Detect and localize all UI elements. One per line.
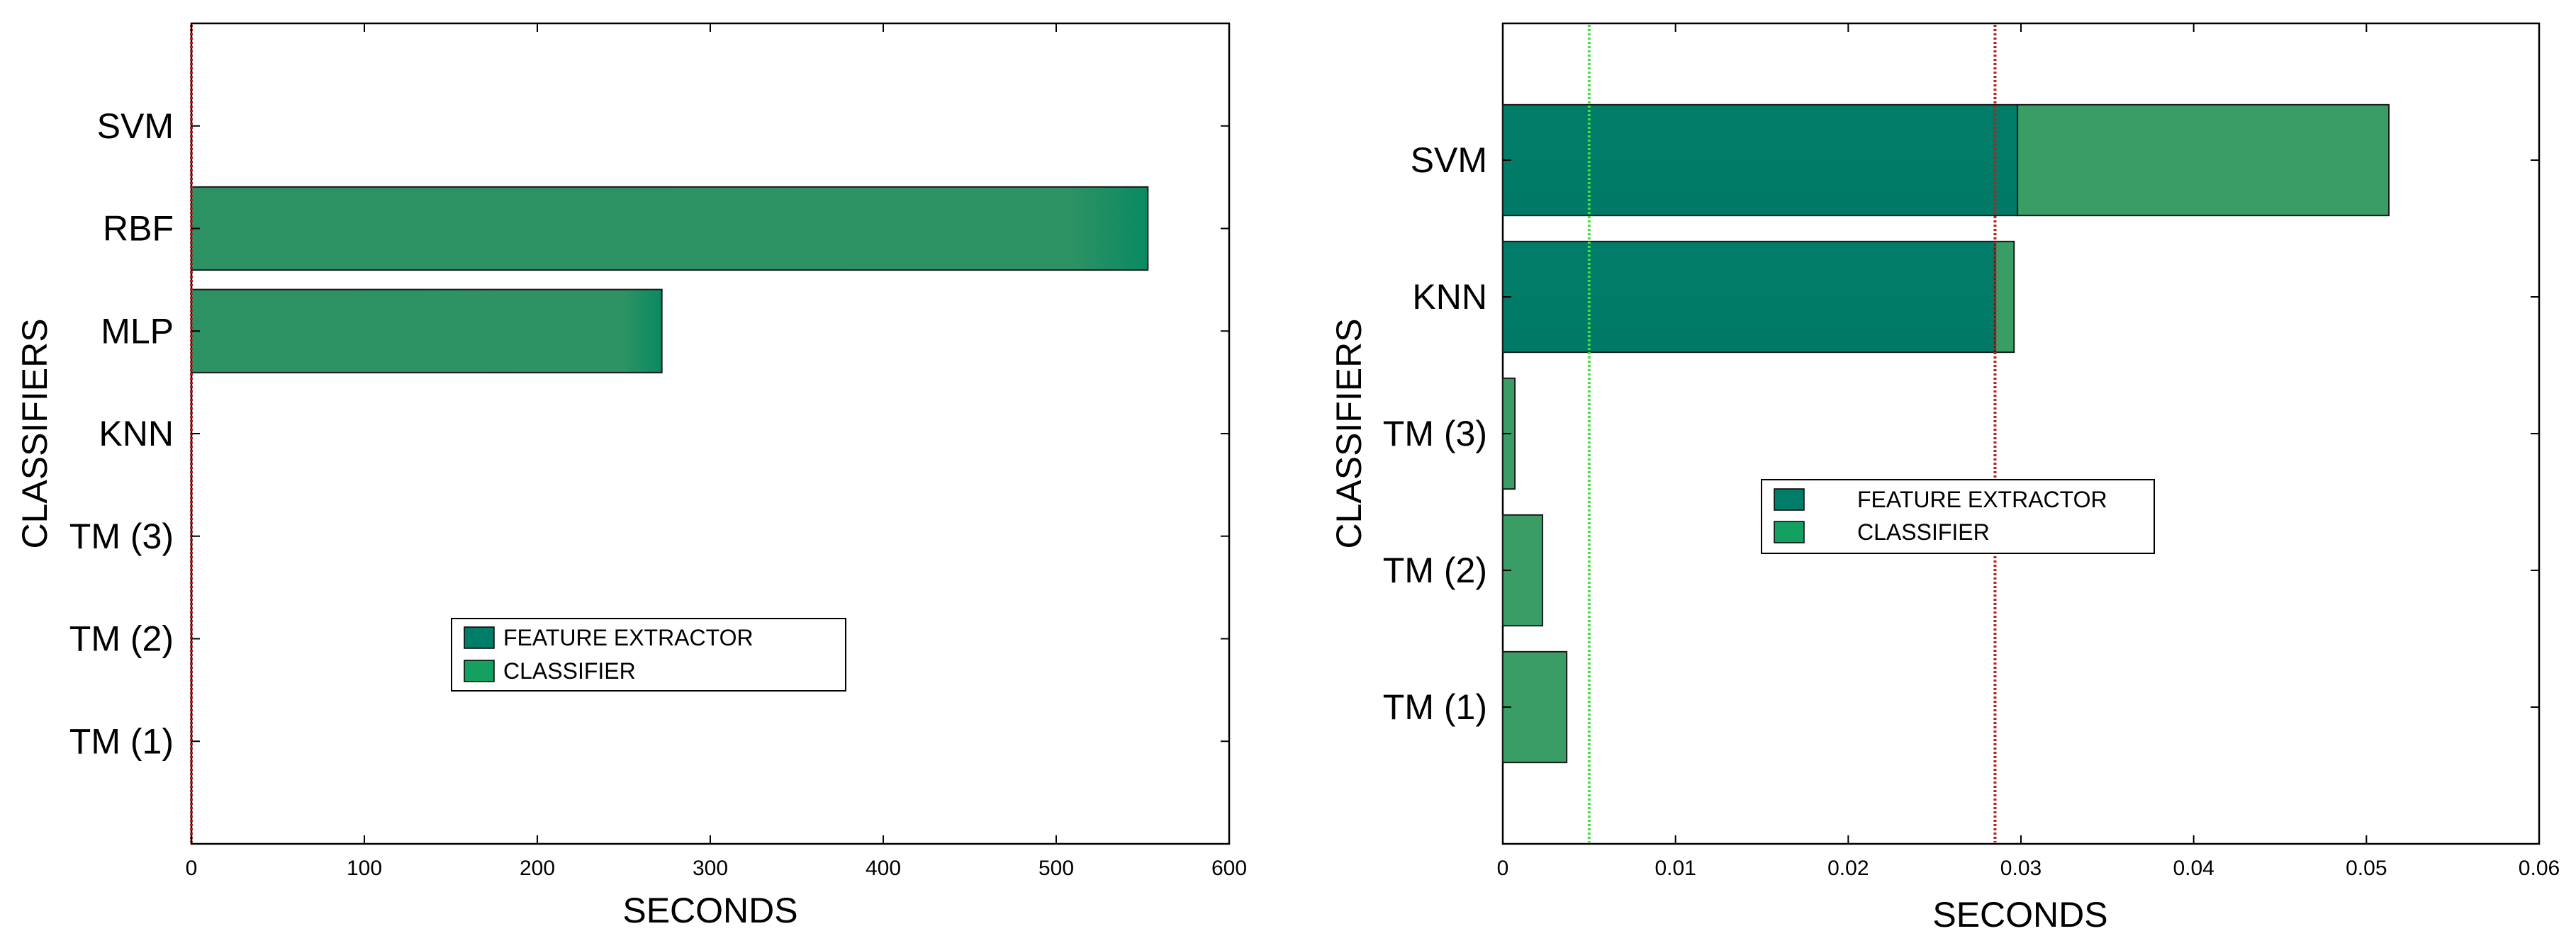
- legend-label-feature-extractor-right: FEATURE EXTRACTOR: [1857, 487, 2107, 512]
- x-tick-label: 100: [347, 857, 382, 880]
- x-tick-marks-left: [191, 23, 1230, 844]
- y-tick-label-rbf: RBF: [103, 209, 174, 249]
- x-tick-labels-right: 0 0.01 0.02 0.03 0.04 0.05 0.06: [1497, 857, 2560, 880]
- y-tick-marks-right: [1503, 159, 2539, 708]
- legend-right: FEATURE EXTRACTOR CLASSIFIER: [1761, 479, 2155, 554]
- x-tick-label: 0: [1497, 857, 1509, 880]
- legend-box-right: [1761, 479, 2155, 554]
- bars-left: [191, 186, 1149, 373]
- x-tick-label: 0.01: [1654, 857, 1696, 880]
- x-tick-label: 200: [520, 857, 555, 880]
- legend-swatch-feature-extractor-left: [464, 626, 495, 649]
- bar-knn-classifier: [1994, 240, 2015, 354]
- x-tick-label: 0: [186, 857, 198, 880]
- legend-swatch-feature-extractor-right: [1774, 488, 1805, 511]
- bar-svm-feature-extractor: [1502, 103, 2019, 217]
- bar-rbf-classifier: [191, 186, 1149, 271]
- x-axis-title-left: SECONDS: [622, 891, 797, 930]
- legend-left: FEATURE EXTRACTOR CLASSIFIER: [451, 618, 846, 692]
- x-tick-label: 400: [866, 857, 901, 880]
- y-tick-label-svm: SVM: [97, 106, 174, 146]
- reference-lines-right: [1587, 25, 1997, 842]
- x-tick-label: 0.05: [2346, 857, 2387, 880]
- y-tick-label-tm-3: TM (3): [1383, 414, 1487, 453]
- x-tick-label: 0.03: [2000, 857, 2042, 880]
- x-tick-label: 0.06: [2519, 857, 2560, 880]
- bar-knn-feature-extractor: [1502, 240, 1996, 354]
- y-tick-labels-left: SVM RBF MLP KNN TM (3) TM (2) TM (1): [69, 106, 174, 762]
- y-tick-labels-right: SVM KNN TM (3) TM (2) TM (1): [1383, 140, 1487, 727]
- legend-label-classifier-left: CLASSIFIER: [503, 658, 636, 684]
- legend-label-feature-extractor-left: FEATURE EXTRACTOR: [503, 625, 754, 650]
- legend-label-classifier-right: CLASSIFIER: [1857, 519, 1990, 545]
- chart-left: SVM RBF MLP KNN TM (3) TM (2) TM (1) 0 100 200 30…: [15, 22, 1247, 930]
- bar-tm-1-classifier: [1502, 650, 1568, 764]
- y-tick-label-tm-1: TM (1): [69, 721, 174, 761]
- bar-svm-classifier: [2017, 103, 2390, 217]
- x-tick-label: 0.02: [1827, 857, 1869, 880]
- x-tick-label: 300: [693, 857, 728, 880]
- x-tick-label: 0.04: [2173, 857, 2214, 880]
- y-tick-label-knn: KNN: [1412, 277, 1487, 317]
- x-tick-marks-right: [1502, 23, 2540, 844]
- y-axis-title-right: CLASSIFIERS: [1329, 318, 1369, 548]
- y-tick-marks-left: [191, 125, 1229, 743]
- legend-box-left: [451, 618, 846, 692]
- y-tick-label-knn: KNN: [99, 414, 174, 453]
- bar-mlp-classifier: [191, 288, 663, 373]
- x-axis-title-right: SECONDS: [1932, 895, 2107, 935]
- y-tick-label-tm-2: TM (2): [1383, 551, 1487, 590]
- y-axis-title-left: CLASSIFIERS: [15, 318, 55, 548]
- y-tick-label-svm: SVM: [1411, 140, 1487, 180]
- legend-swatch-classifier-left: [464, 660, 495, 682]
- y-tick-label-mlp: MLP: [101, 311, 174, 351]
- y-tick-label-tm-1: TM (1): [1383, 687, 1487, 727]
- x-tick-label: 600: [1211, 857, 1247, 880]
- x-tick-labels-left: 0 100 200 300 400 500 600: [186, 857, 1247, 880]
- chart-right: SVM KNN TM (3) TM (2) TM (1) 0 0.01 0.02 0.03 0.…: [1329, 22, 2560, 935]
- legend-swatch-classifier-right: [1774, 521, 1805, 543]
- y-tick-label-tm-2: TM (2): [69, 619, 174, 659]
- y-tick-label-tm-3: TM (3): [69, 517, 174, 556]
- x-tick-label: 500: [1038, 857, 1074, 880]
- plot-area-left: [190, 22, 1231, 845]
